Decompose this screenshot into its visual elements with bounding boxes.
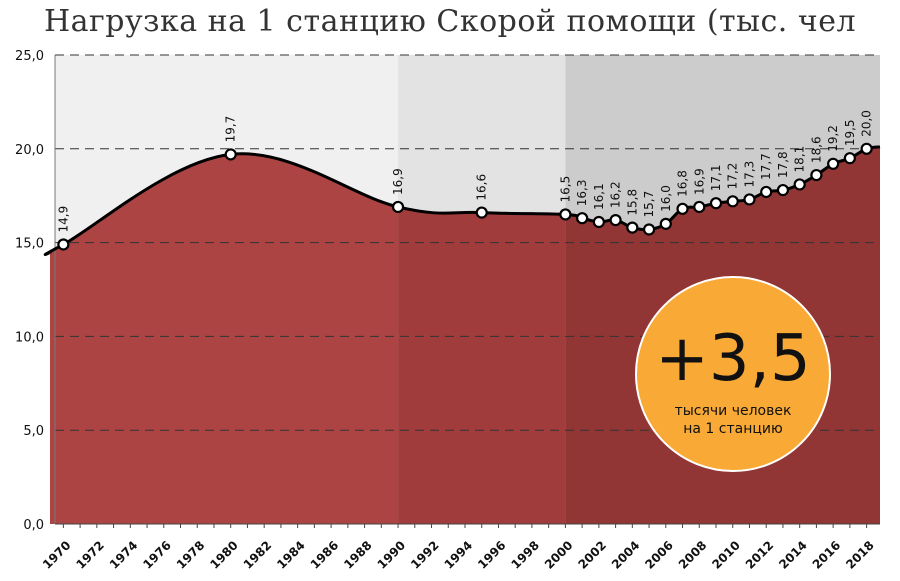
badge-line1: тысячи человек bbox=[675, 403, 792, 419]
x-tick-label: 1978 bbox=[174, 538, 208, 572]
data-label: 16,3 bbox=[575, 179, 589, 206]
data-label: 18,1 bbox=[793, 146, 807, 173]
x-tick-label: 1980 bbox=[207, 538, 241, 572]
data-label: 16,1 bbox=[592, 183, 606, 210]
data-point bbox=[57, 238, 70, 251]
x-tick-label: 2010 bbox=[709, 538, 743, 572]
x-tick-label: 1990 bbox=[375, 538, 409, 572]
x-tick-label: 2006 bbox=[642, 538, 676, 572]
data-point bbox=[843, 152, 856, 165]
x-tick-label: 2000 bbox=[542, 538, 576, 572]
data-point bbox=[642, 223, 656, 236]
badge-circle bbox=[635, 276, 831, 472]
badge-value: +3,5 bbox=[655, 322, 810, 396]
data-label: 16,6 bbox=[475, 174, 489, 201]
data-point bbox=[659, 217, 672, 230]
data-point bbox=[609, 213, 622, 227]
data-point bbox=[776, 183, 790, 197]
x-tick-label: 2014 bbox=[776, 538, 810, 572]
x-tick-label: 1972 bbox=[73, 538, 107, 572]
y-tick-label: 10,0 bbox=[15, 330, 44, 345]
data-point bbox=[559, 208, 572, 221]
data-point bbox=[391, 200, 405, 214]
x-tick-label: 2008 bbox=[676, 538, 710, 572]
y-tick-label: 20,0 bbox=[15, 143, 44, 158]
x-tick-label: 1986 bbox=[308, 538, 342, 572]
x-tick-label: 1996 bbox=[475, 538, 509, 572]
data-point bbox=[743, 193, 756, 206]
data-point bbox=[760, 185, 773, 199]
data-label: 15,8 bbox=[625, 189, 639, 216]
x-tick-label: 1992 bbox=[408, 538, 442, 572]
data-labels: 14,9 19,7 16,9 16,6 16,5 16,3 16,1 16,2 15,8 15,7… bbox=[56, 110, 873, 232]
data-label: 16,8 bbox=[676, 170, 690, 197]
x-tick-label: 1994 bbox=[442, 538, 476, 572]
data-point bbox=[676, 202, 689, 215]
data-label: 16,2 bbox=[609, 181, 623, 208]
badge-line2: на 1 станцию bbox=[683, 421, 783, 437]
data-point bbox=[475, 206, 488, 219]
data-point bbox=[693, 200, 706, 214]
data-point bbox=[810, 168, 823, 182]
data-label: 14,9 bbox=[56, 206, 70, 233]
data-point bbox=[592, 215, 605, 229]
data-point bbox=[827, 157, 840, 170]
data-label: 17,1 bbox=[709, 164, 723, 191]
x-tick-label: 1998 bbox=[509, 538, 543, 572]
badge: +3,5 тысячи человек на 1 станцию bbox=[635, 276, 831, 472]
x-tick-label: 1984 bbox=[274, 538, 308, 572]
data-point bbox=[626, 221, 639, 234]
data-label: 20,0 bbox=[860, 110, 874, 137]
gridlines bbox=[54, 54, 880, 528]
x-tick-label: 2004 bbox=[609, 538, 643, 572]
x-tick-label: 2018 bbox=[843, 538, 877, 572]
data-label: 16,9 bbox=[692, 168, 706, 195]
x-tick-label: 2002 bbox=[575, 538, 609, 572]
data-point bbox=[576, 212, 589, 225]
data-point bbox=[860, 142, 873, 155]
y-tick-label: 0,0 bbox=[23, 518, 44, 533]
data-point bbox=[793, 178, 806, 191]
x-tick-label: 1974 bbox=[107, 538, 141, 572]
data-label: 16,5 bbox=[558, 176, 572, 203]
x-tick-label: 1970 bbox=[40, 538, 74, 572]
data-label: 16,0 bbox=[659, 185, 673, 212]
data-point bbox=[726, 195, 739, 208]
y-tick-label: 5,0 bbox=[23, 424, 44, 439]
y-tick-label: 25,0 bbox=[15, 49, 44, 64]
data-label: 17,8 bbox=[776, 151, 790, 178]
x-tick-label: 2012 bbox=[743, 538, 777, 572]
x-tick-label: 1982 bbox=[241, 538, 275, 572]
x-tick-label: 2016 bbox=[810, 538, 844, 572]
data-label: 17,2 bbox=[726, 163, 740, 190]
data-point bbox=[709, 197, 723, 210]
y-tick-label: 15,0 bbox=[15, 237, 44, 252]
data-label: 17,7 bbox=[759, 153, 773, 180]
data-label: 18,6 bbox=[809, 136, 823, 163]
data-label: 16,9 bbox=[391, 168, 405, 195]
data-label: 19,5 bbox=[843, 119, 857, 146]
data-points bbox=[57, 142, 873, 251]
x-tick-label: 1976 bbox=[140, 538, 174, 572]
data-point bbox=[224, 148, 237, 161]
data-label: 17,3 bbox=[742, 161, 756, 188]
chart-title: Нагрузка на 1 станцию Скорой помощи (тыс… bbox=[43, 4, 857, 39]
data-label: 15,7 bbox=[642, 191, 656, 218]
x-tick-label: 1988 bbox=[341, 538, 375, 572]
data-label: 19,2 bbox=[826, 125, 840, 152]
data-label: 19,7 bbox=[224, 116, 238, 143]
